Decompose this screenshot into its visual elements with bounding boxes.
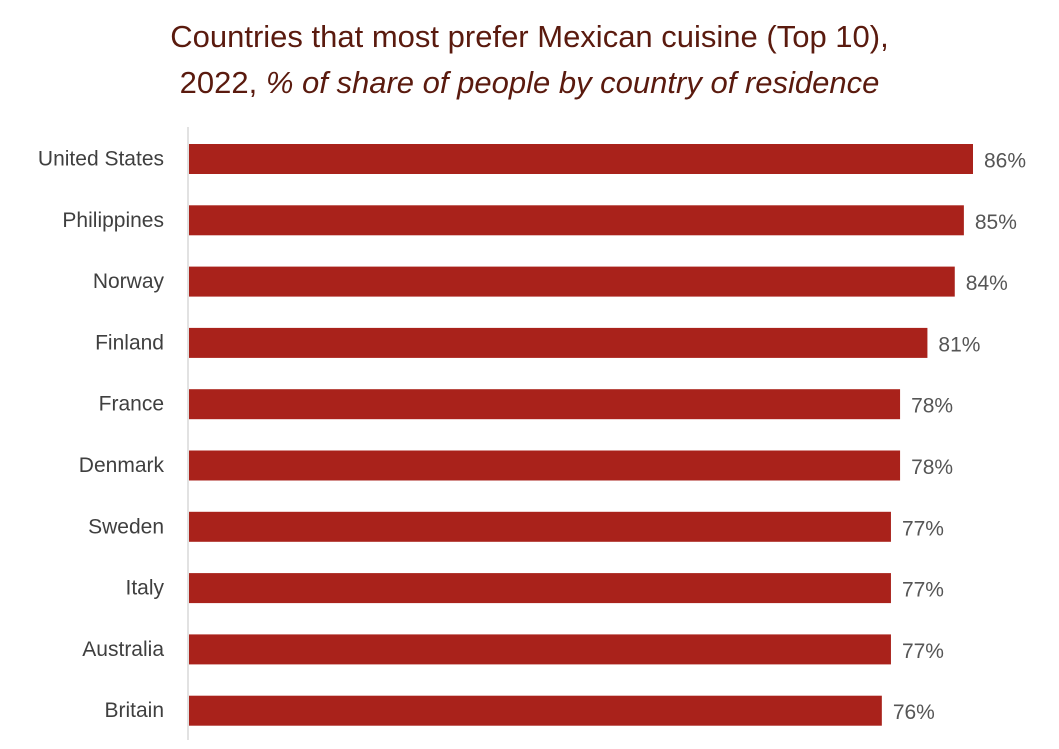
- bar-sweden: [189, 511, 891, 542]
- value-label-united-states: 86%: [984, 150, 1026, 173]
- category-labels-group: United States Philippines Norway Finland Fra…: [38, 148, 165, 723]
- bar-australia: [189, 634, 891, 665]
- bar-france: [189, 389, 901, 420]
- bar-united-states: [189, 144, 973, 174]
- value-label-italy: 77%: [902, 579, 944, 602]
- chart-subtitle-prefix: 2022,: [179, 65, 266, 100]
- bar-italy: [189, 573, 891, 604]
- bar-philippines: [189, 205, 964, 236]
- category-label-finland: Finland: [95, 331, 164, 354]
- bar-britain: [189, 695, 882, 726]
- value-label-philippines: 85%: [975, 211, 1017, 234]
- value-label-sweden: 77%: [902, 517, 944, 540]
- value-label-britain: 76%: [893, 701, 935, 724]
- value-label-norway: 84%: [966, 272, 1008, 295]
- value-label-denmark: 78%: [911, 456, 953, 479]
- value-label-france: 78%: [911, 395, 953, 418]
- category-label-norway: Norway: [93, 270, 165, 293]
- chart-subtitle-line: 2022, % of share of people by country of…: [0, 60, 1059, 106]
- category-label-united-states: United States: [38, 148, 164, 171]
- bar-finland: [189, 327, 928, 358]
- chart-title-line: Countries that most prefer Mexican cuisi…: [170, 19, 889, 54]
- category-label-denmark: Denmark: [79, 454, 165, 477]
- category-label-britain: Britain: [104, 699, 164, 722]
- category-label-france: France: [99, 393, 164, 416]
- category-label-philippines: Philippines: [62, 209, 164, 232]
- value-label-finland: 81%: [938, 333, 980, 356]
- category-label-australia: Australia: [82, 638, 164, 661]
- chart-subtitle: % of share of people by country of resid…: [265, 65, 880, 100]
- value-labels-group: 86% 85% 84% 81% 78% 78% 77% 77% 77% 76%: [893, 150, 1026, 725]
- value-label-australia: 77%: [902, 640, 944, 663]
- category-label-sweden: Sweden: [88, 515, 164, 538]
- bar-norway: [189, 266, 955, 297]
- bars-group: [189, 144, 973, 726]
- category-label-italy: Italy: [125, 577, 164, 600]
- bar-denmark: [189, 450, 901, 481]
- chart-title: Countries that most prefer Mexican cuisi…: [0, 14, 1059, 106]
